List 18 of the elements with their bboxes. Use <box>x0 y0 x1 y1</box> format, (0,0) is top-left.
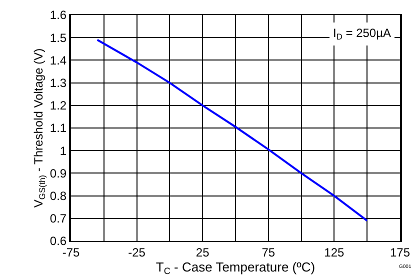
x-tick-label: 25 <box>196 245 210 260</box>
y-tick-label: 1.4 <box>50 53 67 68</box>
annotation: I$_{D}$ = 250µA <box>333 26 392 42</box>
x-tick-label: -25 <box>128 245 146 260</box>
x-tick-label: 75 <box>262 245 276 260</box>
y-tick-label: 1.2 <box>50 98 67 113</box>
y-tick-label: 1 <box>60 144 67 158</box>
line-series <box>96 38 368 222</box>
y-tick-label: 0.8 <box>50 189 67 203</box>
y-tick-label: 1.3 <box>50 76 67 90</box>
x-tick-label: 125 <box>324 245 345 260</box>
x-axis-title: T$_{C}$ - Case Temperature (ºC) <box>156 259 316 276</box>
y-tick-label: 1.6 <box>50 8 67 22</box>
y-tick-label: 1.1 <box>50 121 67 136</box>
y-tick-label: 0.7 <box>50 212 67 226</box>
x-tick-label: 175 <box>390 245 410 260</box>
y-tick-label: 0.9 <box>50 166 67 180</box>
y-tick-label: 1.5 <box>50 30 67 45</box>
